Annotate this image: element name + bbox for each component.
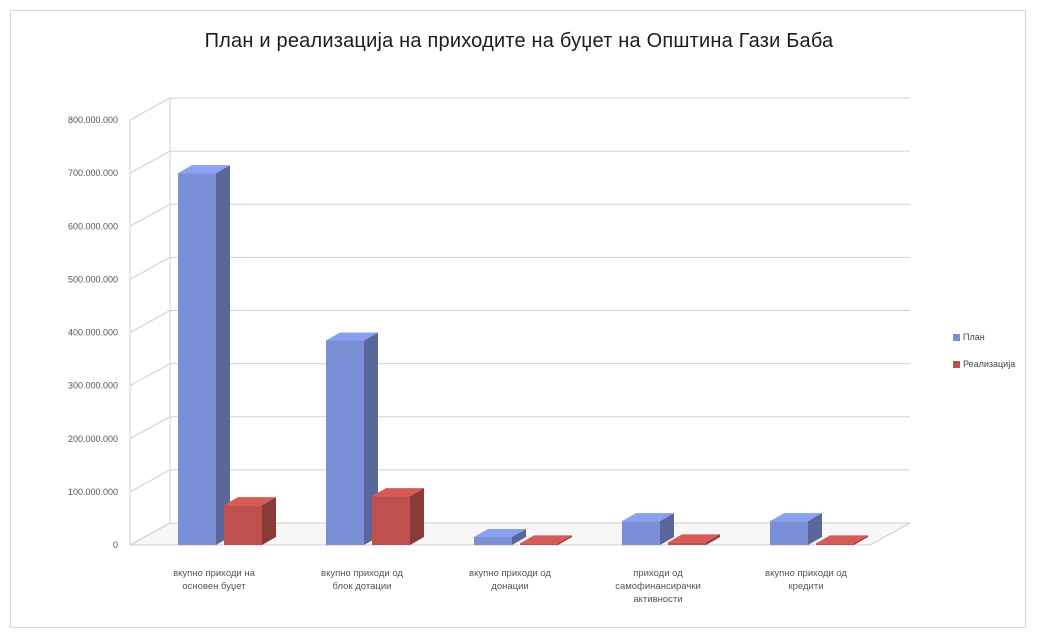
bar-top (520, 535, 572, 544)
bar (770, 513, 822, 545)
bar (816, 535, 868, 545)
gridline-side (129, 469, 171, 493)
y-tick-label: 500.000.000 (68, 274, 118, 284)
bar-front (224, 505, 262, 545)
bars-layer (178, 165, 868, 545)
y-tick-label: 0 (113, 540, 118, 550)
bar (178, 165, 230, 545)
x-category-label: приходи од самофинансирачки активности (615, 568, 701, 605)
gridline-side (129, 310, 171, 333)
gridline-side (129, 256, 171, 280)
bar-top (770, 513, 822, 522)
bar-front (622, 521, 660, 545)
bar-side (558, 535, 572, 545)
y-tick-label: 600.000.000 (68, 221, 118, 231)
gridline-side (129, 203, 171, 227)
bar (372, 488, 424, 545)
grid-layer (129, 97, 910, 546)
bar-side (364, 332, 378, 545)
x-category-label: вкупно приходи на основен буџет (173, 568, 256, 592)
x-category-label: вкупно приходи од кредити (765, 568, 847, 592)
bar-front (770, 521, 808, 545)
bar-front (668, 542, 706, 545)
bar-side (808, 513, 822, 545)
legend-label: План (963, 332, 985, 342)
y-tick-label: 800.000.000 (68, 115, 118, 125)
bar-top (372, 488, 424, 497)
legend-swatch (953, 361, 960, 368)
y-tick-label: 300.000.000 (68, 381, 118, 391)
gridline-side (129, 150, 171, 174)
bar-top (224, 497, 276, 506)
y-tick-label: 200.000.000 (68, 434, 118, 444)
bar-side (262, 497, 276, 545)
bar-side (216, 165, 230, 545)
bar-front (520, 543, 558, 545)
gridline-side (129, 97, 171, 121)
bar-front (474, 537, 512, 545)
bar-side (854, 535, 868, 545)
bar-front (816, 543, 854, 545)
bar (668, 534, 720, 545)
y-tick-label: 400.000.000 (68, 328, 118, 338)
bar-side (410, 488, 424, 545)
bar-front (372, 496, 410, 545)
legend: План Реализација (953, 332, 1015, 369)
bar-side (660, 513, 674, 545)
bar (520, 535, 572, 545)
chart-title: План и реализација на приходите на буџет… (204, 30, 834, 52)
labels-layer: вкупно приходи на основен буџет вкупно при… (173, 568, 847, 605)
gridline-side (129, 363, 171, 387)
bar-side (706, 534, 720, 545)
x-category-label: вкупно приходи од блок дотации (321, 568, 403, 592)
bar-top (326, 332, 378, 341)
legend-label: Реализација (963, 359, 1015, 369)
legend-swatch (953, 334, 960, 341)
bar-front (326, 340, 364, 545)
bar (474, 529, 526, 545)
y-tick-label: 100.000.000 (68, 487, 118, 497)
gridline-side (129, 416, 171, 440)
bar-side (512, 529, 526, 545)
bar (224, 497, 276, 545)
bar-top (622, 513, 674, 522)
bar-top (668, 534, 720, 543)
bar (622, 513, 674, 545)
x-category-label: вкупно приходи од донации (469, 568, 551, 592)
bar-top (816, 535, 868, 544)
bar-front (178, 173, 216, 545)
bar-top (178, 165, 230, 174)
bar (326, 332, 378, 545)
y-tick-label: 700.000.000 (68, 168, 118, 178)
bar-top (474, 529, 526, 538)
